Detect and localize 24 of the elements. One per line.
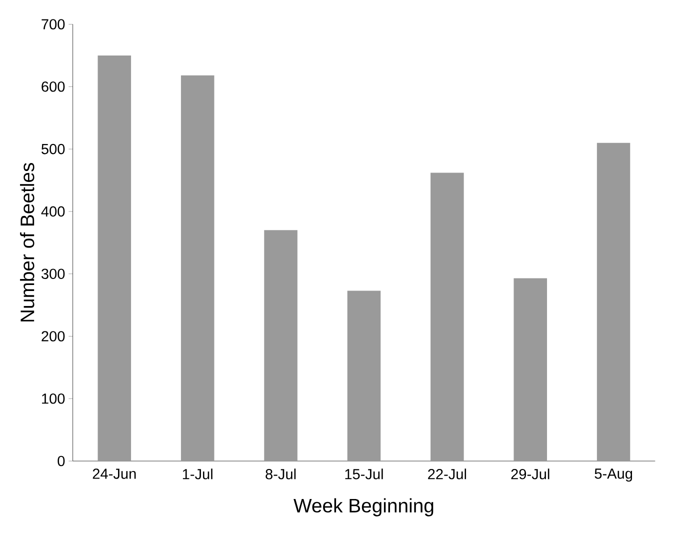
x-axis-title: Week Beginning	[294, 498, 434, 516]
x-tick-label: 8-Jul	[266, 468, 296, 480]
y-tick-label: 100	[42, 393, 65, 404]
x-tick-label: 22-Jul	[428, 468, 466, 480]
y-tick-label: 600	[42, 81, 65, 92]
bar	[264, 230, 298, 461]
x-tick-label: 29-Jul	[511, 468, 550, 480]
x-tick-label: 24-Jun	[92, 468, 136, 479]
y-tick-label: 500	[42, 144, 65, 154]
bar	[596, 142, 630, 461]
y-tick-label: 700	[42, 19, 65, 30]
x-tick-label: 15-Jul	[345, 468, 383, 480]
bar	[180, 75, 214, 461]
y-tick-label: 200	[42, 331, 65, 342]
y-tick-label: 0	[58, 456, 65, 466]
bar	[430, 172, 464, 461]
x-tick-label: 5-Aug	[594, 468, 632, 482]
bar	[514, 278, 548, 461]
y-tick-label: 300	[41, 268, 65, 279]
bar	[347, 290, 381, 461]
y-tick-label: 400	[41, 206, 65, 217]
x-tick-label: 1-Jul	[182, 468, 212, 480]
bar	[98, 55, 132, 461]
y-axis-title: Number of Beetles	[20, 162, 34, 322]
